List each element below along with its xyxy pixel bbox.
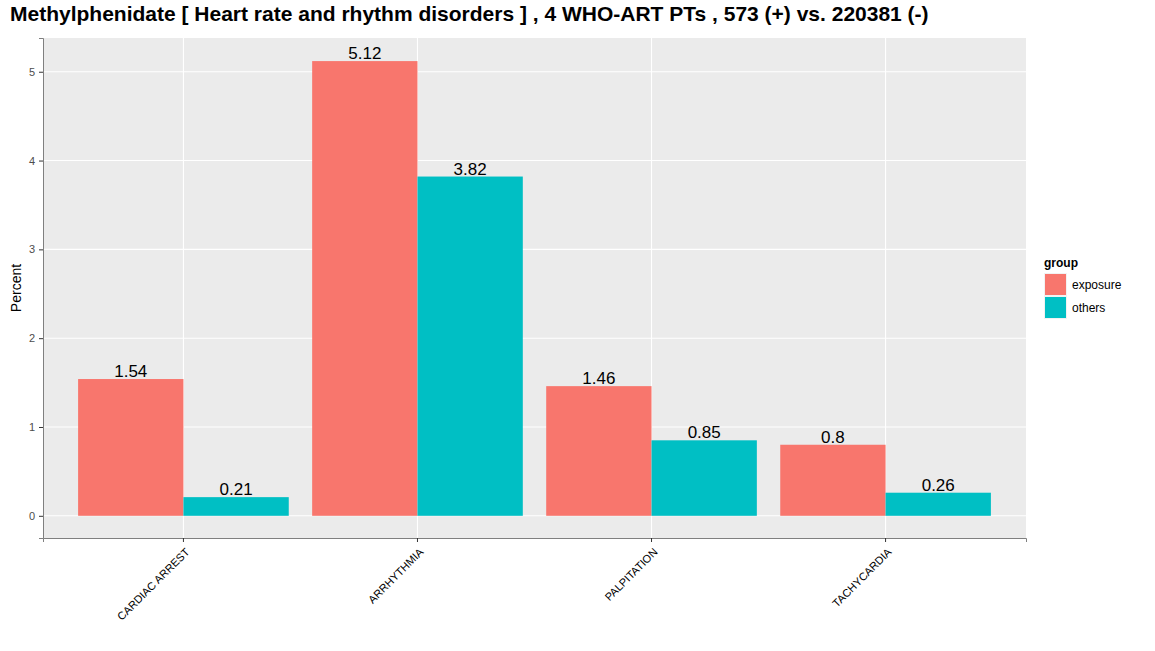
y-tick: 4: [29, 155, 43, 167]
y-axis: 0 1 2 3 4 5: [29, 39, 44, 539]
legend-label: exposure: [1072, 278, 1122, 292]
data-label: 5.12: [348, 44, 381, 63]
bar: [780, 445, 885, 516]
y-tick: 1: [29, 421, 43, 433]
grid-line-y: [43, 338, 1026, 339]
grid-line-y: [43, 426, 1026, 427]
data-label: 0.8: [821, 428, 845, 447]
legend-key-bg: [1044, 273, 1067, 296]
x-tick-mark: [183, 538, 184, 542]
data-labels: 1.54 5.12 1.46 0.8 0.21 3.82 0.85 0.26: [114, 44, 955, 499]
y-tick: 3: [29, 243, 43, 255]
grid: [43, 38, 1026, 538]
y-tick-mark: [39, 516, 43, 517]
data-label: 0.85: [688, 423, 721, 442]
bar: [886, 493, 991, 516]
y-tick-label: 1: [29, 421, 35, 433]
y-tick-label: 4: [29, 155, 35, 167]
x-tick: PALPITATION: [602, 538, 659, 603]
y-tick-label: 3: [29, 243, 35, 255]
x-tick-mark: [651, 538, 652, 542]
y-tick-label: 2: [29, 332, 35, 344]
y-tick: 5: [29, 66, 43, 78]
legend-key-bg: [1044, 296, 1067, 319]
legend-swatch: [1045, 274, 1066, 295]
x-axis: CARDIAC ARREST ARRHYTHMIA PALPITATION TACHY…: [44, 538, 1027, 622]
x-tick-label: CARDIAC ARREST: [115, 545, 192, 622]
bar: [183, 497, 288, 516]
bar: [652, 440, 757, 515]
x-tick-label: TACHYCARDIA: [830, 545, 894, 609]
x-tick: CARDIAC ARREST: [115, 538, 192, 622]
y-tick: 2: [29, 332, 43, 344]
y-tick-mark: [39, 427, 43, 428]
data-label: 1.54: [114, 362, 147, 381]
data-label: 3.82: [454, 160, 487, 179]
y-tick-label: 0: [29, 510, 35, 522]
bar: [312, 61, 417, 516]
y-tick-mark: [39, 161, 43, 162]
legend-label: others: [1072, 301, 1105, 315]
y-tick-mark: [39, 72, 43, 73]
bar: [546, 386, 651, 516]
title: Methylphenidate [ Heart rate and rhythm …: [10, 2, 929, 25]
y-tick-label: 5: [29, 66, 35, 78]
legend-swatch: [1045, 297, 1066, 318]
grid-line-y: [43, 160, 1026, 161]
bars: [78, 61, 991, 516]
data-label: 0.26: [922, 476, 955, 495]
x-tick-mark: [885, 538, 886, 542]
plot-background: [43, 38, 1026, 538]
y-axis-title: Percent: [8, 264, 24, 312]
y-axis-line: [39, 39, 44, 539]
x-axis-line: [44, 539, 1027, 543]
x-tick: ARRHYTHMIA: [366, 538, 426, 606]
bar: [78, 379, 183, 516]
y-tick-mark: [39, 249, 43, 250]
x-tick-mark: [417, 538, 418, 542]
x-tick-label: PALPITATION: [602, 546, 659, 603]
legend: group exposure others: [1044, 256, 1122, 319]
bar: [417, 177, 522, 516]
data-label: 0.21: [220, 480, 253, 499]
y-tick: 0: [29, 510, 43, 522]
legend-title: group: [1044, 256, 1078, 270]
grid-line-y: [43, 249, 1026, 250]
chart: Methylphenidate [ Heart rate and rhythm …: [0, 0, 1155, 651]
y-tick-mark: [39, 338, 43, 339]
x-tick: TACHYCARDIA: [830, 538, 894, 609]
x-tick-label: ARRHYTHMIA: [366, 545, 426, 605]
data-label: 1.46: [582, 369, 615, 388]
grid-line-y: [43, 71, 1026, 72]
